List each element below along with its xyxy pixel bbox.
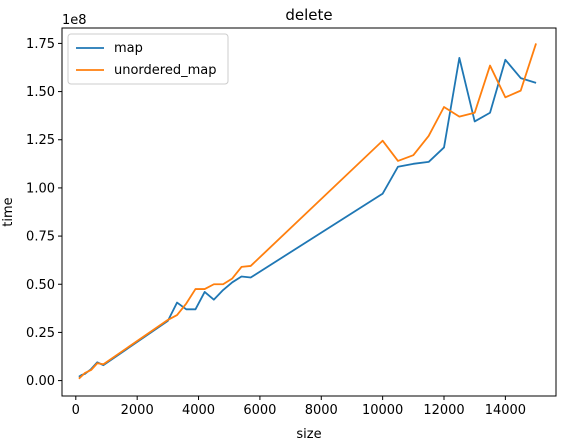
x-tick-label: 2000 [121, 403, 154, 418]
legend-label-map: map [114, 41, 143, 56]
plot-frame [61, 27, 557, 397]
y-tick-label: 0.50 [26, 278, 55, 293]
y-axis-label: time [1, 197, 16, 226]
legend-label-unordered-map: unordered_map [114, 63, 217, 78]
x-axis-label: size [296, 427, 321, 442]
x-axis: 0 2000 4000 6000 8000 10000 12000 14000 [72, 396, 526, 418]
x-tick-label: 12000 [423, 403, 464, 418]
x-tick-label: 6000 [243, 403, 276, 418]
y-axis: 0.00 0.25 0.50 0.75 1.00 1.25 1.50 1.75 [26, 37, 62, 389]
series-layer [78, 43, 537, 380]
x-tick-label: 10000 [362, 403, 403, 418]
series-line-unordered-map [78, 43, 537, 380]
x-tick-label: 0 [72, 403, 80, 418]
x-tick-label: 14000 [485, 403, 526, 418]
x-tick-label: 8000 [305, 403, 338, 418]
series-line-map [78, 56, 537, 378]
y-tick-label: 1.25 [26, 133, 55, 148]
x-tick-label: 4000 [182, 403, 215, 418]
y-tick-label: 1.00 [26, 181, 55, 196]
chart-title: delete [285, 6, 332, 24]
y-tick-label: 1.50 [26, 85, 55, 100]
y-tick-label: 0.00 [26, 374, 55, 389]
y-offset-text: 1e8 [62, 13, 87, 28]
y-tick-label: 1.75 [26, 37, 55, 52]
y-tick-label: 0.75 [26, 230, 55, 245]
legend: map unordered_map [67, 33, 229, 85]
legend-box [67, 33, 229, 85]
y-tick-label: 0.25 [26, 326, 55, 341]
